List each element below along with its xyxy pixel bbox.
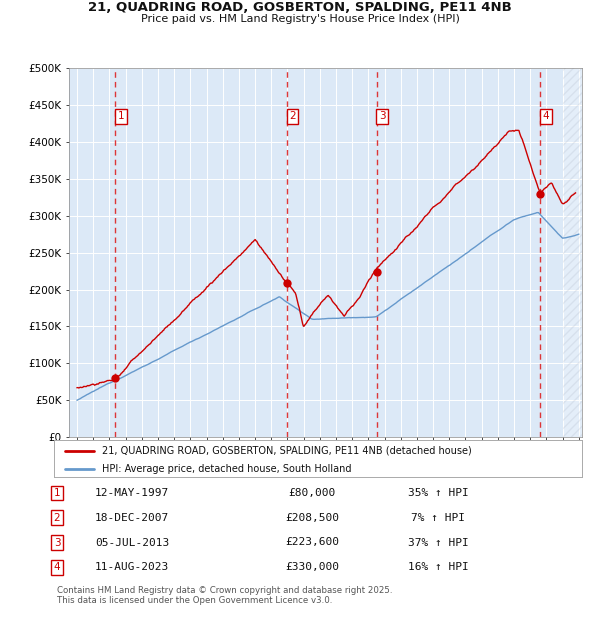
- Text: 7% ↑ HPI: 7% ↑ HPI: [411, 513, 465, 523]
- Text: 05-JUL-2013: 05-JUL-2013: [95, 538, 169, 547]
- Text: Price paid vs. HM Land Registry's House Price Index (HPI): Price paid vs. HM Land Registry's House …: [140, 14, 460, 24]
- Text: 2: 2: [289, 111, 296, 121]
- Text: 35% ↑ HPI: 35% ↑ HPI: [407, 488, 469, 498]
- Text: 4: 4: [542, 111, 549, 121]
- Text: 21, QUADRING ROAD, GOSBERTON, SPALDING, PE11 4NB: 21, QUADRING ROAD, GOSBERTON, SPALDING, …: [88, 1, 512, 14]
- Text: HPI: Average price, detached house, South Holland: HPI: Average price, detached house, Sout…: [101, 464, 351, 474]
- Text: 37% ↑ HPI: 37% ↑ HPI: [407, 538, 469, 547]
- Text: 1: 1: [53, 488, 61, 498]
- Text: £330,000: £330,000: [285, 562, 339, 572]
- Text: £223,600: £223,600: [285, 538, 339, 547]
- Text: £208,500: £208,500: [285, 513, 339, 523]
- Text: 16% ↑ HPI: 16% ↑ HPI: [407, 562, 469, 572]
- Text: 11-AUG-2023: 11-AUG-2023: [95, 562, 169, 572]
- Text: 3: 3: [53, 538, 61, 547]
- Text: £80,000: £80,000: [289, 488, 335, 498]
- Text: 1: 1: [118, 111, 124, 121]
- Text: 12-MAY-1997: 12-MAY-1997: [95, 488, 169, 498]
- Text: Contains HM Land Registry data © Crown copyright and database right 2025.
This d: Contains HM Land Registry data © Crown c…: [57, 586, 392, 605]
- Text: 4: 4: [53, 562, 61, 572]
- Text: 18-DEC-2007: 18-DEC-2007: [95, 513, 169, 523]
- Text: 21, QUADRING ROAD, GOSBERTON, SPALDING, PE11 4NB (detached house): 21, QUADRING ROAD, GOSBERTON, SPALDING, …: [101, 446, 471, 456]
- Text: 2: 2: [53, 513, 61, 523]
- Text: 3: 3: [379, 111, 386, 121]
